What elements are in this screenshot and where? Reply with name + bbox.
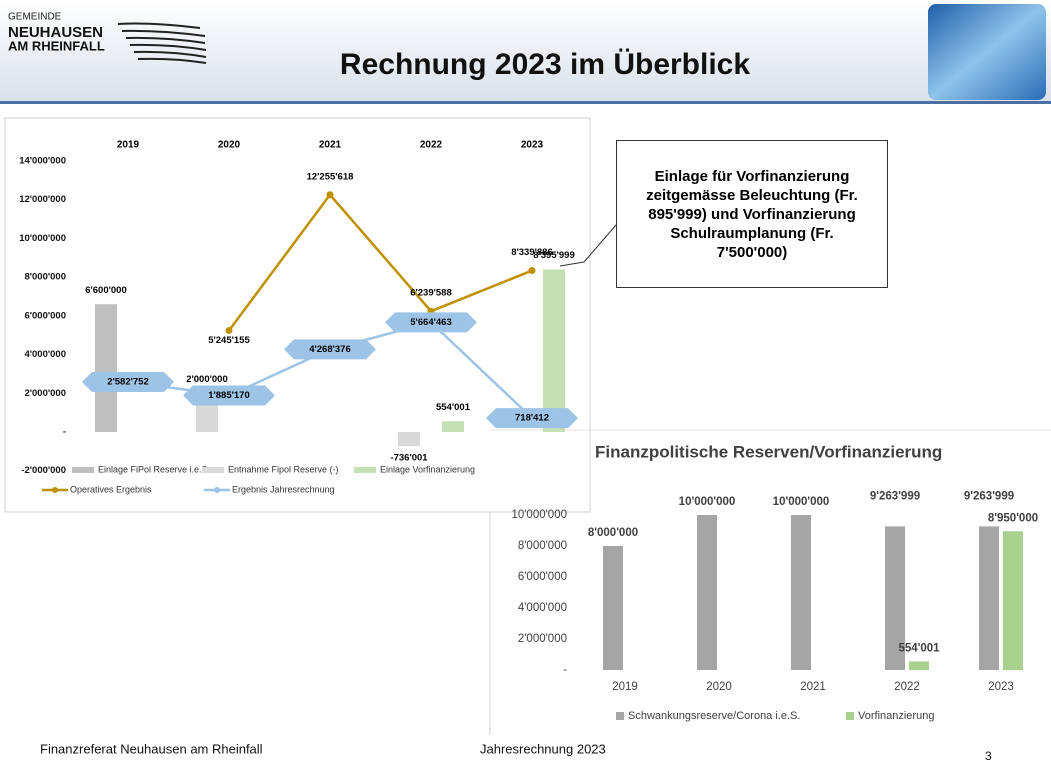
footer-left: Finanzreferat Neuhausen am Rheinfall <box>40 741 263 756</box>
bar <box>543 269 565 432</box>
x-tick-label: 2020 <box>706 681 732 693</box>
legend-label: Einlage Vorfinanzierung <box>380 464 475 474</box>
line-value-label: 5'245'155 <box>208 335 250 346</box>
bar <box>979 526 999 670</box>
bar-value-label: 9'263'999 <box>964 490 1014 502</box>
bar <box>909 661 929 670</box>
chart-frame <box>5 118 590 512</box>
bar <box>603 546 623 670</box>
legend-swatch <box>214 487 220 493</box>
y-tick-label: 2'000'000 <box>24 388 66 399</box>
legend-swatch <box>52 487 58 493</box>
bar <box>95 304 117 432</box>
bar-value-label: 10'000'000 <box>679 496 736 508</box>
logo-line: AM RHEINFALL <box>8 38 105 53</box>
bar-value-label: 6'600'000 <box>85 285 127 296</box>
legend-swatch <box>72 467 94 473</box>
legend-label: Ergebnis Jahresrechnung <box>232 484 335 494</box>
bar <box>442 421 464 432</box>
x-tick-label: 2020 <box>218 140 241 151</box>
x-tick-label: 2022 <box>894 681 920 693</box>
bar-value-label: -736'001 <box>390 453 428 464</box>
y-tick-label: 14'000'000 <box>19 156 66 167</box>
bar <box>791 515 811 670</box>
y-tick-label: 4'000'000 <box>518 602 567 614</box>
line-value-label: 6'239'588 <box>410 288 452 299</box>
y-tick-label: 12'000'000 <box>19 194 66 205</box>
legend-label: Vorfinanzierung <box>858 710 934 722</box>
page-number: 3 <box>985 749 992 763</box>
line-value-label: 12'255'618 <box>307 171 354 182</box>
legend-swatch <box>846 712 854 720</box>
x-tick-label: 2023 <box>988 681 1014 693</box>
x-tick-label: 2021 <box>319 140 342 151</box>
bar <box>398 432 420 446</box>
legend-label: Entnahme Fipol Reserve (-) <box>228 464 339 474</box>
y-tick-label: 6'000'000 <box>24 310 66 321</box>
line-value-label: 718'412 <box>515 413 549 424</box>
x-tick-label: 2019 <box>612 681 638 693</box>
bar-value-label: 2'000'000 <box>186 374 228 385</box>
legend-label: Operatives Ergebnis <box>70 484 152 494</box>
line-value-label: 8'339'886 <box>511 247 553 258</box>
bar-value-label: 8'950'000 <box>988 512 1038 524</box>
bar-value-label: 10'000'000 <box>773 496 830 508</box>
y-tick-label: 2'000'000 <box>518 633 567 645</box>
slide: GEMEINDE NEUHAUSEN AM RHEINFALL Rechnung… <box>0 0 1051 763</box>
x-tick-label: 2022 <box>420 140 443 151</box>
y-tick-label: 10'000'000 <box>19 233 66 244</box>
line-value-label: 5'664'463 <box>410 317 452 328</box>
slide-title: Rechnung 2023 im Überblick <box>340 48 750 81</box>
line-value-label: 4'268'376 <box>309 344 351 355</box>
y-tick-label: 4'000'000 <box>24 349 66 360</box>
bar <box>697 515 717 670</box>
y-tick-label: - <box>63 427 66 438</box>
line-point <box>529 267 536 274</box>
y-tick-label: 8'000'000 <box>518 540 567 552</box>
x-tick-label: 2021 <box>800 681 826 693</box>
bar-value-label: 8'000'000 <box>588 527 638 539</box>
x-tick-label: 2023 <box>521 140 544 151</box>
y-tick-label: - <box>563 664 567 676</box>
line-point <box>226 327 233 334</box>
y-tick-label: 10'000'000 <box>511 509 567 521</box>
bar <box>1003 531 1023 670</box>
line-value-label: 1'885'170 <box>208 390 250 401</box>
page: {"header": {"logo": ["GEMEINDE", "NEUHAU… <box>0 0 1051 763</box>
bar-value-label: 554'001 <box>898 642 940 654</box>
logo-line: GEMEINDE <box>8 12 62 23</box>
legend-label: Schwankungsreserve/Corona i.e.S. <box>628 710 800 722</box>
y-tick-label: -2'000'000 <box>21 465 66 476</box>
header-image <box>928 4 1046 100</box>
legend-label: Einlage FiPol Reserve i.e.S. <box>98 464 210 474</box>
y-tick-label: 8'000'000 <box>24 272 66 283</box>
legend-swatch <box>616 712 624 720</box>
footer-center: Jahresrechnung 2023 <box>480 741 606 756</box>
line-value-label: 2'582'752 <box>107 377 149 388</box>
y-tick-label: 6'000'000 <box>518 571 567 583</box>
legend-swatch <box>202 467 224 473</box>
bar-value-label: 9'263'999 <box>870 490 920 502</box>
callout: Einlage für Vorfinanzierung zeitgemässe … <box>616 140 888 288</box>
legend-swatch <box>354 467 376 473</box>
bar-value-label: 554'001 <box>436 402 471 413</box>
x-tick-label: 2019 <box>117 140 140 151</box>
chart-title: Finanzpolitische Reserven/Vorfinanzierun… <box>595 442 942 461</box>
line-point <box>327 191 334 198</box>
header-rule <box>0 101 1051 104</box>
